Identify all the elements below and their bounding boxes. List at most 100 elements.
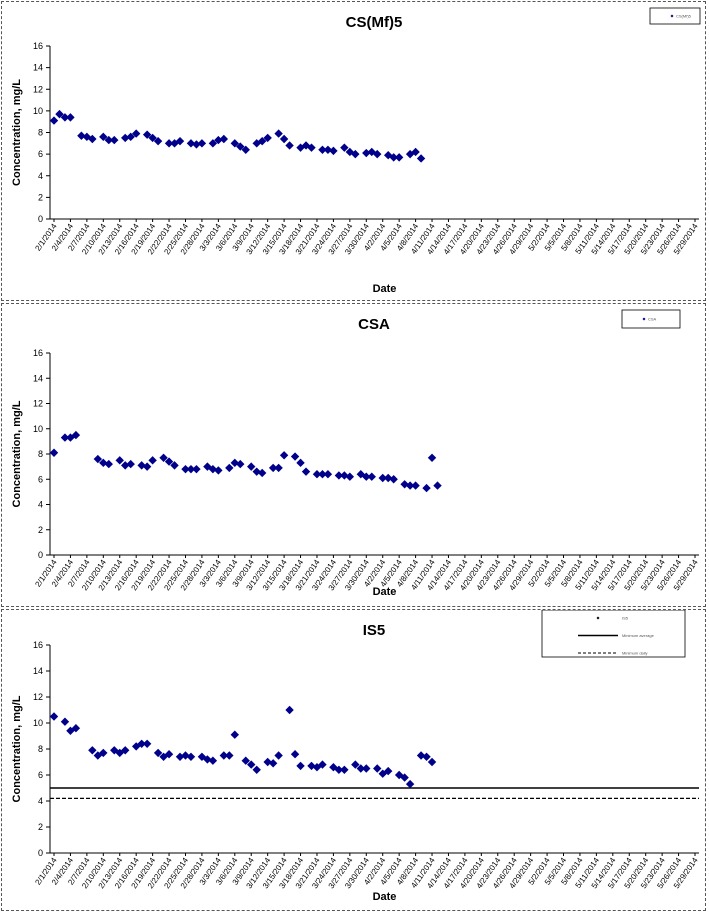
data-point — [131, 129, 141, 138]
data-point — [378, 473, 387, 483]
data-point — [252, 467, 261, 476]
data-point — [340, 471, 349, 480]
data-point — [263, 757, 272, 767]
y-tick-label: 12 — [33, 84, 43, 94]
data-point — [362, 148, 371, 158]
data-point — [115, 456, 124, 465]
data-point — [153, 136, 163, 146]
y-tick-label: 0 — [38, 848, 43, 858]
legend-box — [541, 610, 686, 658]
data-point — [230, 730, 239, 739]
legend-label: CSA — [648, 317, 657, 322]
legend-marker — [596, 616, 600, 620]
data-point — [99, 458, 108, 468]
y-tick-label: 10 — [33, 718, 43, 728]
data-point — [208, 464, 218, 474]
data-point — [433, 481, 442, 490]
data-point — [99, 132, 108, 142]
data-point — [334, 471, 344, 480]
data-point — [49, 712, 59, 721]
legend-label: CS(Mf)5 — [676, 14, 692, 19]
data-point — [186, 139, 196, 148]
data-point — [296, 761, 305, 771]
y-tick-label: 4 — [38, 171, 43, 181]
data-point — [49, 448, 59, 457]
y-tick-label: 8 — [38, 128, 43, 138]
data-point — [312, 470, 322, 479]
data-point — [126, 132, 135, 142]
data-point — [93, 751, 103, 760]
data-point — [164, 457, 174, 466]
data-point — [159, 453, 168, 462]
data-point — [170, 139, 179, 148]
legend-box — [621, 309, 681, 329]
data-point — [389, 475, 398, 484]
chart-svg: CSA 02468101214162/1/20142/4/20142/7/201… — [11, 309, 700, 598]
data-point — [60, 717, 70, 726]
data-point — [405, 779, 415, 789]
data-point — [318, 470, 327, 479]
data-point — [192, 464, 201, 474]
data-point — [411, 481, 420, 490]
data-point — [416, 154, 426, 163]
data-point — [66, 113, 75, 122]
data-point — [367, 472, 376, 481]
data-point — [340, 143, 349, 152]
data-point — [257, 136, 267, 146]
data-point — [427, 453, 437, 462]
data-point — [214, 135, 223, 145]
data-point — [274, 463, 283, 473]
y-tick-label: 2 — [38, 525, 43, 535]
data-point — [88, 746, 97, 755]
data-point — [252, 765, 261, 774]
data-point — [362, 764, 371, 773]
data-point — [427, 757, 437, 767]
chart-svg: CS(Mf)5 02468101214162/1/20142/4/20142/7… — [11, 7, 701, 295]
y-tick-label: 10 — [33, 106, 43, 116]
chart-title: IS5 — [363, 622, 386, 639]
data-point — [192, 140, 201, 149]
data-point — [345, 472, 355, 481]
data-point — [104, 459, 113, 469]
data-point — [411, 147, 420, 157]
data-point — [285, 705, 294, 715]
y-axis-title: Concentration, mg/L — [11, 400, 23, 507]
y-tick-label: 14 — [33, 63, 43, 73]
legend-marker — [670, 14, 674, 18]
data-point — [49, 116, 59, 125]
data-point — [263, 133, 272, 143]
y-tick-label: 16 — [33, 41, 43, 51]
data-point — [362, 472, 371, 481]
data-point — [405, 481, 415, 490]
x-axis-title: Date — [373, 283, 397, 295]
y-tick-label: 0 — [38, 550, 43, 560]
data-point — [181, 464, 190, 474]
data-point — [181, 751, 190, 760]
data-point — [373, 149, 382, 159]
data-point — [88, 134, 97, 144]
data-point — [219, 751, 229, 760]
data-point — [351, 149, 360, 159]
data-point — [60, 433, 70, 442]
data-point — [323, 470, 333, 479]
y-tick-label: 10 — [33, 424, 43, 434]
y-axis-title: Concentration, mg/L — [11, 695, 23, 802]
data-point — [93, 454, 103, 464]
data-point — [214, 466, 223, 475]
data-point — [197, 139, 207, 148]
data-point — [307, 143, 316, 152]
legend-label: Minimum daily — [622, 651, 648, 656]
data-point — [142, 130, 152, 139]
y-tick-label: 0 — [38, 214, 43, 224]
data-point — [236, 459, 245, 469]
data-point — [257, 468, 267, 478]
y-tick-label: 6 — [38, 770, 43, 780]
y-tick-label: 8 — [38, 744, 43, 754]
y-tick-label: 6 — [38, 474, 43, 484]
data-point — [373, 764, 382, 773]
data-point — [279, 134, 289, 144]
data-point — [301, 467, 311, 476]
data-point — [356, 764, 366, 773]
chart-svg: IS5 02468101214162/1/20142/4/20142/7/201… — [11, 610, 700, 903]
chart-panel-csa: CSA 0 2 4 6 8 10 12 14 16 2/1/2014 2/4/2014 2/7/201… — [1, 303, 706, 607]
